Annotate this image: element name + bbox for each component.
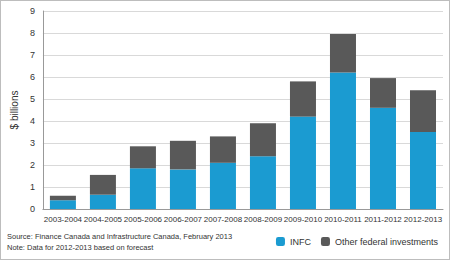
svg-text:$ billions: $ billions xyxy=(9,91,20,130)
svg-text:INFC: INFC xyxy=(290,237,311,247)
svg-text:2006-2007: 2006-2007 xyxy=(164,215,203,224)
svg-text:2004-2005: 2004-2005 xyxy=(84,215,123,224)
svg-text:2005-2006: 2005-2006 xyxy=(124,215,163,224)
svg-text:4: 4 xyxy=(30,116,35,126)
svg-text:Other federal investments: Other federal investments xyxy=(335,237,439,247)
svg-text:3: 3 xyxy=(30,138,35,148)
svg-text:1: 1 xyxy=(30,182,35,192)
svg-text:7: 7 xyxy=(30,50,35,60)
svg-text:2012-2013: 2012-2013 xyxy=(404,215,443,224)
svg-text:Note: Data for 2012-2013 based: Note: Data for 2012-2013 based on foreca… xyxy=(7,243,154,252)
svg-text:2008-2009: 2008-2009 xyxy=(244,215,283,224)
svg-text:2010-2011: 2010-2011 xyxy=(324,215,362,224)
svg-text:6: 6 xyxy=(30,72,35,82)
svg-text:2003-2004: 2003-2004 xyxy=(44,215,83,224)
svg-text:5: 5 xyxy=(30,94,35,104)
svg-text:9: 9 xyxy=(30,6,35,16)
svg-text:Source: Finance Canada and Inf: Source: Finance Canada and Infrastructur… xyxy=(7,232,232,241)
svg-text:2009-2010: 2009-2010 xyxy=(284,215,323,224)
svg-text:8: 8 xyxy=(30,28,35,38)
svg-text:2007-2008: 2007-2008 xyxy=(204,215,243,224)
svg-text:2011-2012: 2011-2012 xyxy=(364,215,402,224)
svg-text:0: 0 xyxy=(30,204,35,214)
svg-text:2: 2 xyxy=(30,160,35,170)
